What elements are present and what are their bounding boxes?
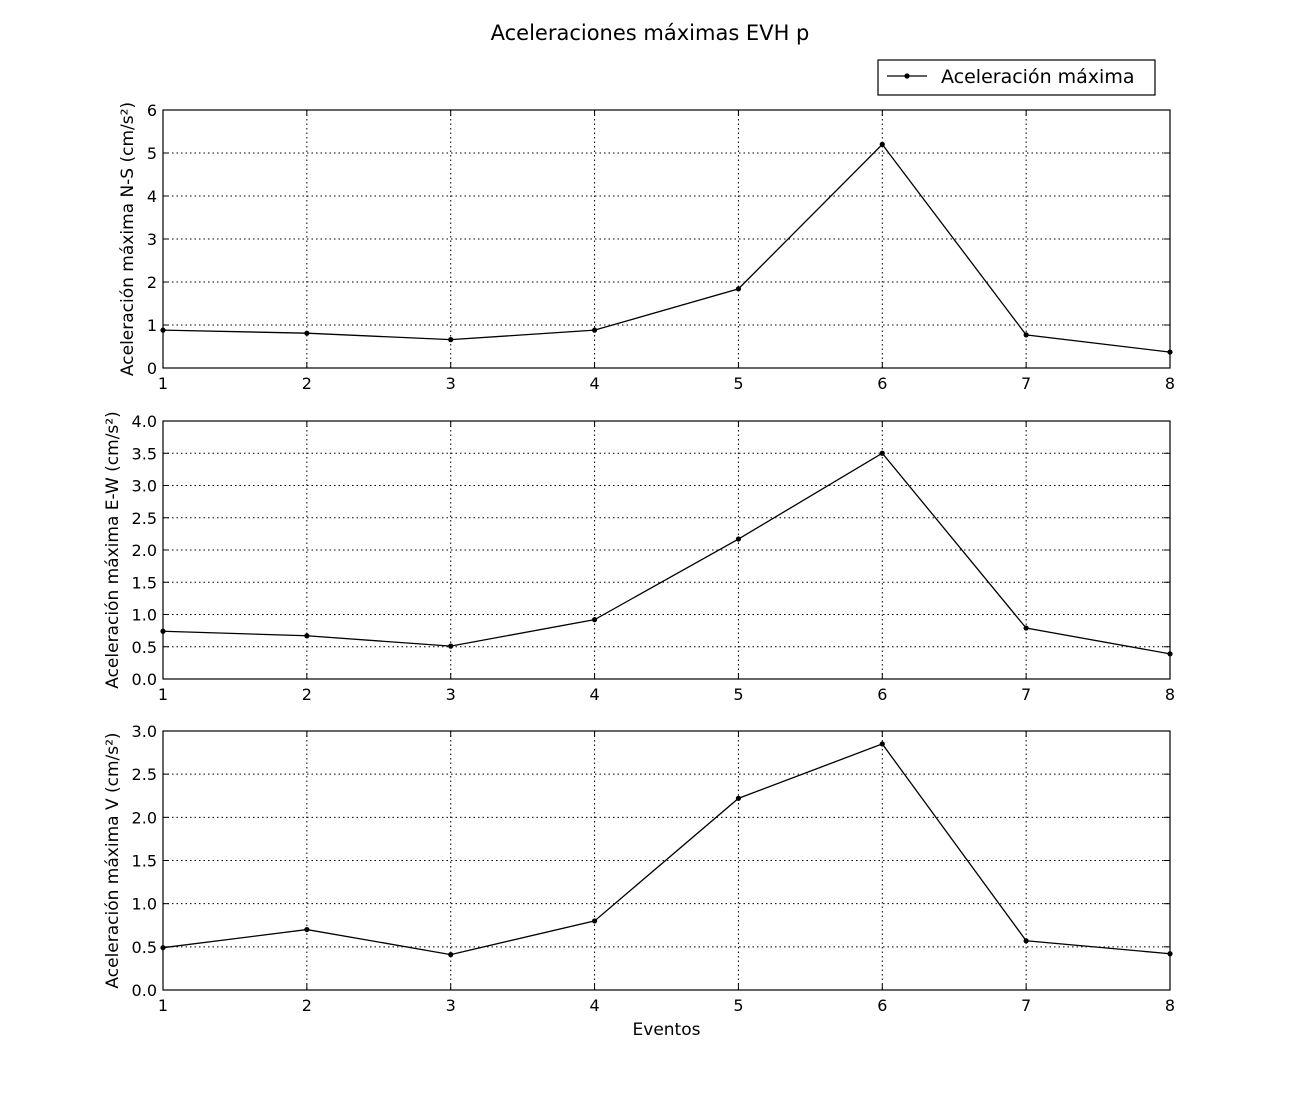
x-tick-label: 5 (733, 996, 743, 1015)
x-tick-label: 7 (1021, 685, 1031, 704)
y-tick-label: 6 (147, 101, 157, 120)
x-tick-label: 2 (302, 374, 312, 393)
data-point (1023, 625, 1029, 631)
x-tick-label: 5 (733, 685, 743, 704)
y-axis-label: Aceleración máxima V (cm/s²) (103, 732, 123, 988)
y-tick-label: 0.5 (132, 938, 157, 957)
data-point (1167, 951, 1173, 957)
x-tick-label: 4 (589, 996, 599, 1015)
data-point (591, 327, 598, 333)
y-tick-label: 3.0 (132, 722, 157, 741)
data-point (160, 327, 166, 333)
legend-label: Aceleración máxima (941, 66, 1134, 88)
legend-box (877, 59, 1156, 96)
x-tick-label: 1 (158, 374, 168, 393)
x-tick-label: 2 (302, 685, 312, 704)
y-tick-label: 4.0 (132, 412, 157, 431)
y-tick-label: 2.5 (132, 509, 157, 528)
x-tick-label: 1 (158, 685, 168, 704)
data-point (1023, 938, 1029, 944)
y-tick-label: 1.5 (132, 573, 157, 592)
data-point (735, 795, 742, 801)
x-tick-label: 8 (1165, 374, 1175, 393)
y-tick-label: 3.0 (132, 477, 157, 496)
data-point (304, 633, 310, 639)
x-axis-label: Eventos (633, 1020, 701, 1040)
data-point (591, 918, 598, 924)
y-tick-label: 1.0 (132, 895, 157, 914)
legend-marker-sample (904, 73, 910, 79)
data-point (879, 741, 885, 747)
y-tick-label: 1 (147, 316, 157, 335)
data-point (735, 286, 742, 292)
y-axis-label: Aceleración máxima E-W (cm/s²) (103, 411, 123, 689)
y-tick-label: 3.5 (132, 444, 157, 463)
data-point (1023, 332, 1029, 338)
x-tick-label: 4 (589, 374, 599, 393)
x-tick-label: 7 (1021, 374, 1031, 393)
data-point (448, 337, 454, 343)
y-tick-label: 2.0 (132, 541, 157, 560)
y-tick-label: 0.5 (132, 638, 157, 657)
data-point (160, 628, 166, 634)
chart-title: Aceleraciones máximas EVH p (491, 21, 810, 45)
data-point (448, 643, 454, 649)
x-tick-label: 1 (158, 996, 168, 1015)
data-point (160, 945, 166, 951)
y-tick-label: 1.5 (132, 852, 157, 871)
y-axis-label: Aceleración máxima N-S (cm/s²) (118, 102, 138, 376)
y-tick-label: 5 (147, 144, 157, 163)
x-tick-label: 3 (446, 996, 456, 1015)
data-point (1167, 349, 1173, 355)
data-point (448, 952, 454, 958)
data-point (879, 450, 885, 456)
data-point (591, 617, 598, 623)
data-point (304, 926, 310, 933)
x-tick-label: 2 (302, 996, 312, 1015)
x-tick-label: 7 (1021, 996, 1031, 1015)
y-tick-label: 0.0 (132, 981, 157, 1000)
x-tick-label: 4 (589, 685, 599, 704)
y-tick-label: 0.0 (132, 670, 157, 689)
y-tick-label: 4 (147, 187, 157, 206)
x-tick-label: 6 (877, 996, 887, 1015)
subplot-2: 1 2 3 4 5 6 7 8 0.0 0.5 1.0 1.5 2.0 2.5 3.0 3.5 4.0 Acele… (103, 411, 1175, 704)
x-tick-label: 8 (1165, 685, 1175, 704)
x-tick-label: 5 (733, 374, 743, 393)
x-tick-label: 3 (446, 685, 456, 704)
series-line (162, 452, 1171, 655)
data-point (735, 536, 742, 542)
x-tick-label: 6 (877, 374, 887, 393)
legend: Aceleración máxima (877, 59, 1156, 96)
y-tick-label: 2.0 (132, 808, 157, 827)
y-tick-label: 1.0 (132, 606, 157, 625)
y-tick-label: 0 (147, 359, 157, 378)
series-line (162, 143, 1171, 353)
data-point (304, 330, 310, 336)
data-point (879, 141, 885, 147)
data-point (1167, 651, 1173, 657)
x-tick-label: 6 (877, 685, 887, 704)
x-tick-label: 3 (446, 374, 456, 393)
x-tick-label: 8 (1165, 996, 1175, 1015)
y-tick-label: 3 (147, 230, 157, 249)
y-tick-label: 2 (147, 273, 157, 292)
subplot-3: 1 2 3 4 5 6 7 8 0.0 0.5 1.0 1.5 2.0 2.5 3.0 Aceleración… (103, 722, 1175, 1040)
series-line (162, 743, 1171, 956)
y-tick-label: 2.5 (132, 765, 157, 784)
